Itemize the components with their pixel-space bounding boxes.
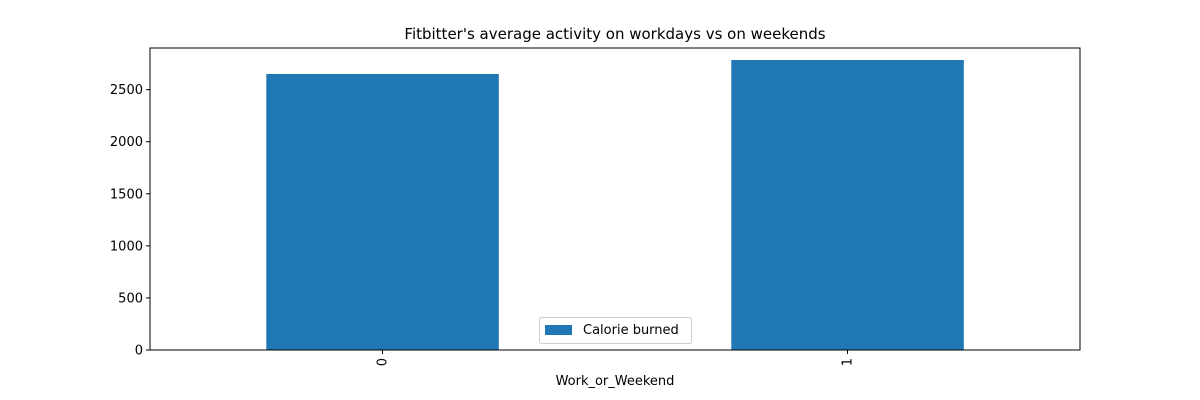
legend-box [539, 317, 692, 344]
legend-label: Calorie burned [583, 323, 679, 338]
y-tick-label: 2500 [110, 83, 143, 98]
y-tick-label: 0 [135, 344, 143, 359]
y-tick-label: 2000 [110, 135, 143, 150]
legend: Calorie burned [539, 317, 692, 344]
y-tick-label: 500 [118, 291, 143, 306]
y-tick-label: 1000 [110, 239, 143, 254]
y-axis-ticks: 0 500 1000 1500 2000 2500 [110, 83, 150, 359]
bar-1 [731, 60, 964, 350]
y-tick-label: 1500 [110, 187, 143, 202]
plot-frame [149, 47, 1081, 351]
chart-title: Fitbitter's average activity on workdays… [404, 25, 825, 43]
x-tick-label: 0 [376, 358, 391, 366]
x-tick-label: 1 [841, 358, 856, 366]
x-axis-label: Work_or_Weekend [556, 374, 675, 389]
legend-swatch [545, 325, 572, 335]
bar-0 [266, 74, 499, 350]
bars [266, 60, 964, 350]
